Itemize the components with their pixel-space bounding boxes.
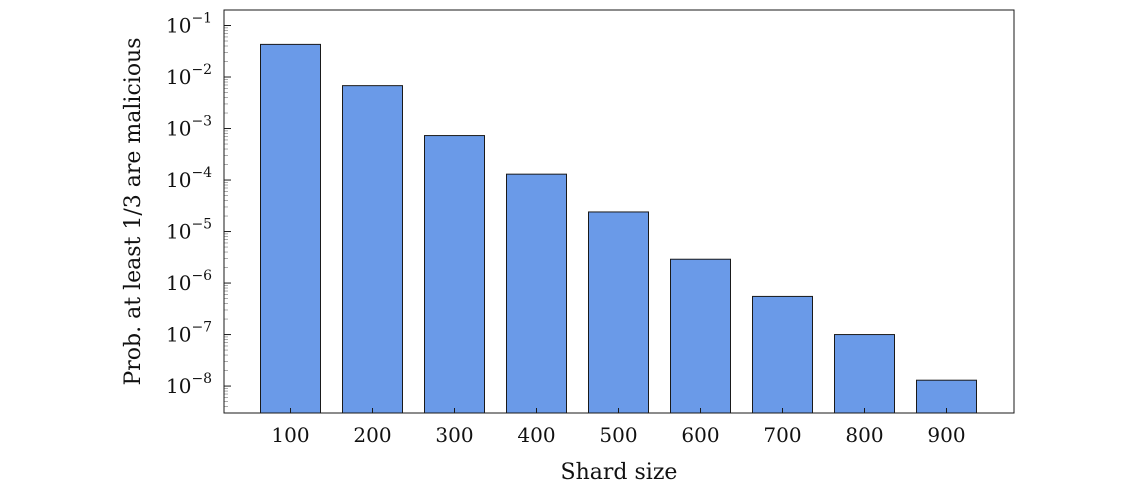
- y-tick-exponent: −4: [191, 165, 212, 181]
- y-tick-base: 10: [166, 117, 191, 141]
- y-tick-base: 10: [166, 271, 191, 295]
- x-tick-label: 400: [517, 423, 555, 447]
- bar-500: [588, 211, 649, 414]
- bar-100: [260, 43, 321, 414]
- bar-200: [342, 85, 403, 414]
- y-tick-exponent: −7: [191, 320, 212, 336]
- x-tick-label: 500: [599, 423, 637, 447]
- bar-600: [670, 258, 731, 414]
- bars: [260, 43, 977, 414]
- y-tick-label: 10−4: [166, 165, 212, 192]
- y-tick-base: 10: [166, 168, 191, 192]
- y-tick-base: 10: [166, 14, 191, 38]
- y-minor-ticks: [224, 9, 228, 414]
- y-tick-exponent: −6: [191, 268, 212, 284]
- bar-300: [424, 135, 485, 414]
- y-tick-base: 10: [166, 65, 191, 89]
- y-tick-exponent: −2: [191, 62, 212, 78]
- y-tick-label: 10−1: [166, 11, 212, 38]
- x-tick-label: 100: [271, 423, 309, 447]
- x-tick-label: 700: [763, 423, 801, 447]
- y-tick-label: 10−6: [166, 268, 212, 295]
- y-tick-label: 10−7: [166, 320, 212, 347]
- y-tick-exponent: −5: [191, 217, 212, 233]
- y-tick-base: 10: [166, 220, 191, 244]
- x-tick-label: 300: [435, 423, 473, 447]
- y-tick-label: 10−2: [166, 62, 212, 89]
- x-tick-label: 800: [845, 423, 883, 447]
- bar-400: [506, 173, 567, 414]
- x-ticks: 100 200 300 400 500 600 700 800 900: [271, 408, 966, 447]
- x-tick-label: 600: [681, 423, 719, 447]
- bar-800: [834, 334, 895, 414]
- y-tick-label: 10−5: [166, 217, 212, 244]
- x-axis-title: Shard size: [561, 460, 678, 485]
- plot-frame: [223, 9, 1015, 414]
- x-tick-label: 200: [353, 423, 391, 447]
- bar-700: [752, 295, 813, 414]
- y-tick-base: 10: [166, 374, 191, 398]
- y-tick-label: 10−3: [166, 114, 212, 141]
- x-tick-label: 900: [927, 423, 965, 447]
- y-ticks: 10−810−710−610−510−410−310−210−1: [166, 11, 231, 398]
- y-tick-exponent: −3: [191, 114, 212, 130]
- y-tick-exponent: −8: [191, 371, 212, 387]
- y-tick-base: 10: [166, 323, 191, 347]
- y-tick-exponent: −1: [191, 11, 212, 27]
- y-axis-title: Prob. at least 1/3 are malicious: [121, 37, 146, 385]
- y-tick-label: 10−8: [166, 371, 212, 398]
